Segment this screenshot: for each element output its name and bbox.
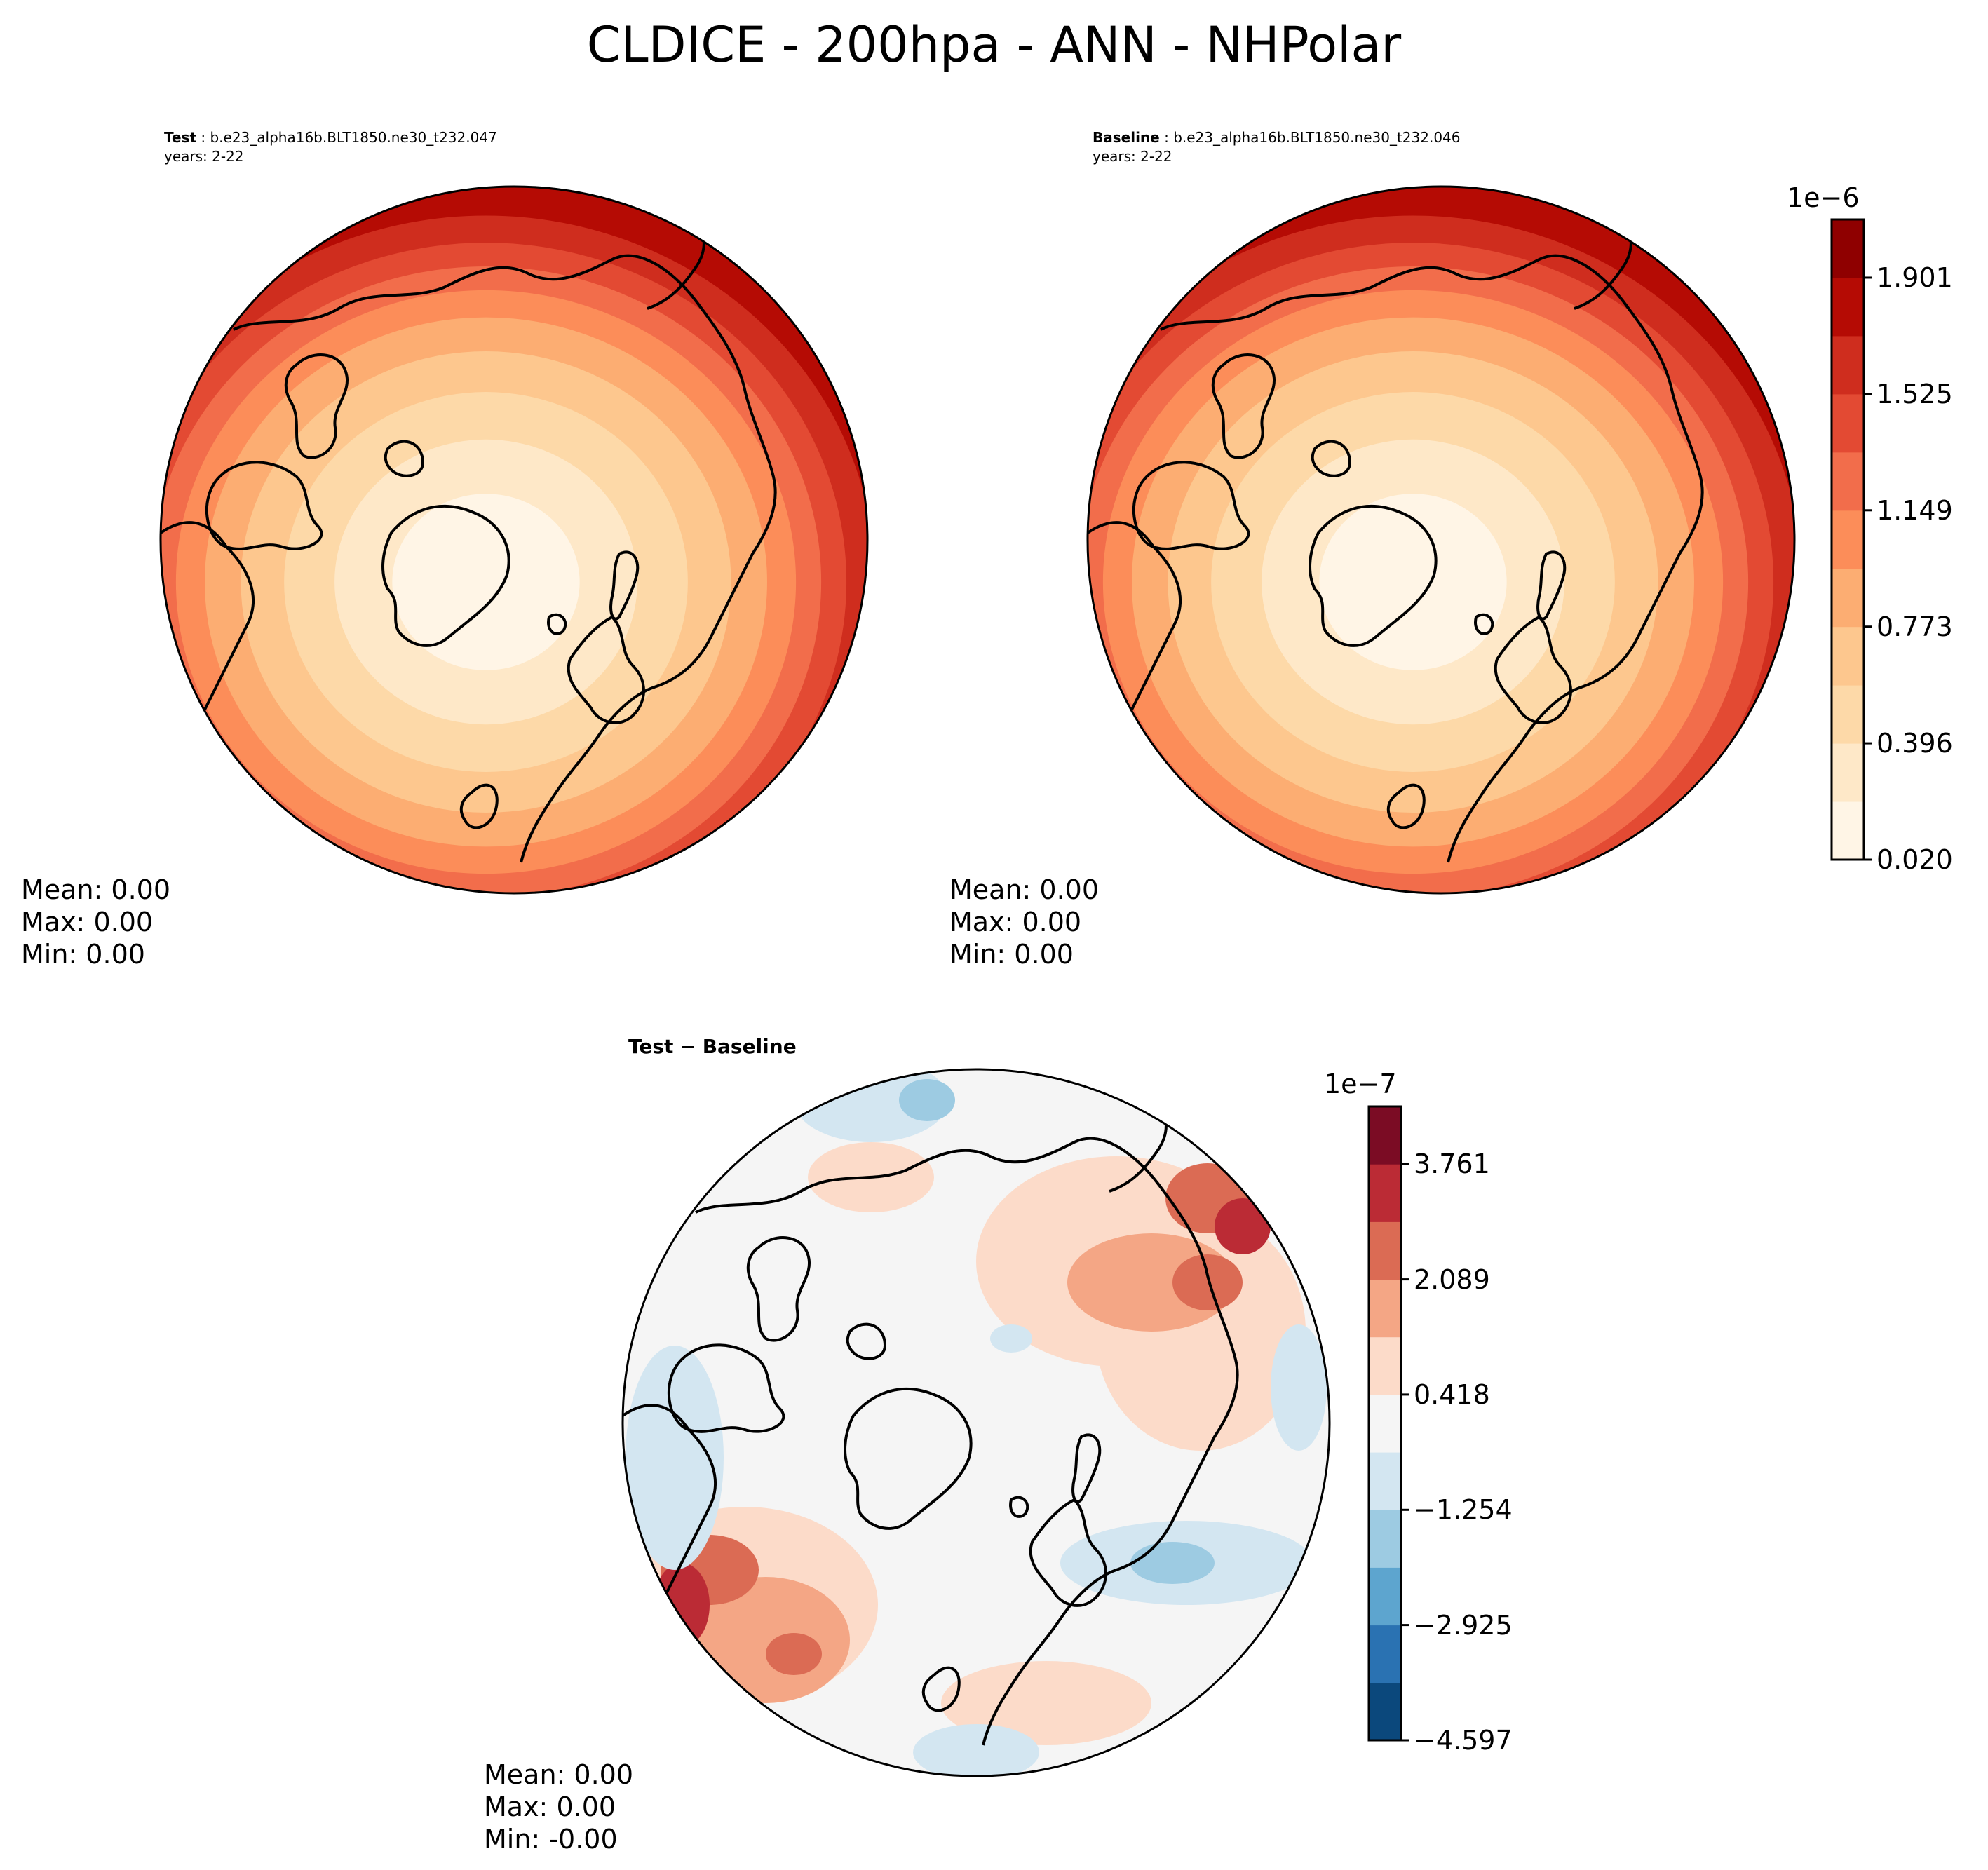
diff-field [623,1069,1330,1776]
colorbar-segment [1369,1279,1401,1338]
colorbar-tick-label: 1.149 [1877,494,1953,526]
field-band [1319,494,1507,670]
colorbar-segment [1832,685,1864,744]
test-years: years: 2-22 [164,148,244,165]
diff-stat-max: Max: 0.00 [484,1791,616,1822]
colorbar-tick-label: 0.418 [1414,1378,1490,1410]
field-patch [1172,1254,1243,1310]
baseline-stat-min: Min: 0.00 [949,939,1074,970]
colorbar-tick-label: −1.254 [1414,1494,1513,1526]
colorbar-segment [1369,1221,1401,1280]
baseline-map-boundary [1086,185,1796,895]
colorbar-tick-label: 1.525 [1877,378,1953,409]
colorbar-frame [1830,218,1865,861]
colorbar-segment [1369,1106,1401,1165]
figure-title: CLDICE - 200hpa - ANN - NHPolar [586,16,1402,74]
colorbar-segment [1369,1452,1401,1510]
colorbar-segment [1369,1567,1401,1626]
test-stat-mean: Mean: 0.00 [21,874,171,905]
colorbar-segment [1832,219,1864,278]
colorbar-segment [1369,1625,1401,1683]
colorbar-segment [1832,801,1864,860]
colorbar-tick-label: 2.089 [1414,1263,1490,1295]
colorbar-tick-label: −4.597 [1414,1725,1513,1756]
baseline-field [1088,187,1794,893]
colorbar2 [1367,1105,1409,1742]
diff-stat-mean: Mean: 0.00 [484,1759,634,1790]
diff-title-test: Test [628,1035,674,1058]
diff-stats: Mean: 0.00 Max: 0.00 Min: -0.00 [484,1759,633,1855]
test-map-boundary [159,185,869,895]
colorbar1 [1830,218,1872,861]
colorbar-frame [1367,1105,1402,1742]
colorbar-segment [1832,568,1864,628]
test-stat-max: Max: 0.00 [21,907,154,937]
baseline-stats: Mean: 0.00 Max: 0.00 Min: 0.00 [949,874,1099,970]
field-patch [626,1346,724,1570]
colorbar-segment [1832,510,1864,569]
colorbar-tick-label: 0.396 [1877,728,1953,759]
colorbar-tick-label: 0.020 [1877,844,1953,875]
field-patch [899,1079,955,1121]
colorbar-segment [1832,277,1864,337]
colorbar-tick-label: 3.761 [1414,1149,1490,1180]
field-band [392,494,580,670]
colorbar-segment [1369,1682,1401,1741]
diff-map [621,1068,1331,1777]
colorbar-tick-label: 0.773 [1877,611,1953,642]
test-title-case: : b.e23_alpha16b.BLT1850.ne30_t232.047 [196,129,497,146]
test-stat-min: Min: 0.00 [21,939,145,970]
diff-title-minus: − [673,1035,703,1058]
baseline-stat-max: Max: 0.00 [949,907,1082,937]
colorbar-segment [1369,1394,1401,1453]
baseline-years: years: 2-22 [1093,148,1172,165]
diff-panel-title: Test − Baseline [628,1035,797,1059]
diff-stat-min: Min: -0.00 [484,1824,618,1855]
baseline-stat-mean: Mean: 0.00 [949,874,1100,905]
test-map [159,185,869,895]
field-patch [1130,1542,1215,1584]
colorbar-tick-label: 1.901 [1877,262,1953,293]
field-patch [766,1633,822,1675]
baseline-map [1086,185,1796,895]
colorbar1-exponent: 1e−6 [1787,182,1860,213]
field-patch [941,1661,1151,1745]
test-panel-title: Test : b.e23_alpha16b.BLT1850.ne30_t232.… [164,128,497,147]
colorbar-segment [1832,393,1864,453]
field-patch [654,1563,710,1647]
diff-title-baseline: Baseline [702,1035,797,1058]
baseline-title-label: Baseline [1093,129,1160,146]
test-field [161,187,867,893]
field-patch [1215,1198,1271,1254]
colorbar2-exponent: 1e−7 [1324,1069,1397,1099]
colorbar-segment [1369,1164,1401,1222]
test-title-label: Test [164,129,197,146]
field-patch [913,1724,1039,1776]
colorbar-segment [1369,1336,1401,1395]
diff-map-boundary [621,1068,1331,1777]
colorbar-segment [1832,335,1864,395]
colorbar-segment [1369,1510,1401,1568]
field-patch [990,1324,1032,1353]
field-patch [1271,1324,1327,1451]
baseline-title-case: : b.e23_alpha16b.BLT1850.ne30_t232.046 [1159,129,1461,146]
baseline-panel-title: Baseline : b.e23_alpha16b.BLT1850.ne30_t… [1093,128,1461,147]
colorbar-segment [1832,452,1864,511]
colorbar-tick-label: −2.925 [1414,1609,1513,1641]
colorbar-segment [1832,743,1864,802]
colorbar-segment [1832,626,1864,686]
test-stats: Mean: 0.00 Max: 0.00 Min: 0.00 [21,874,170,970]
